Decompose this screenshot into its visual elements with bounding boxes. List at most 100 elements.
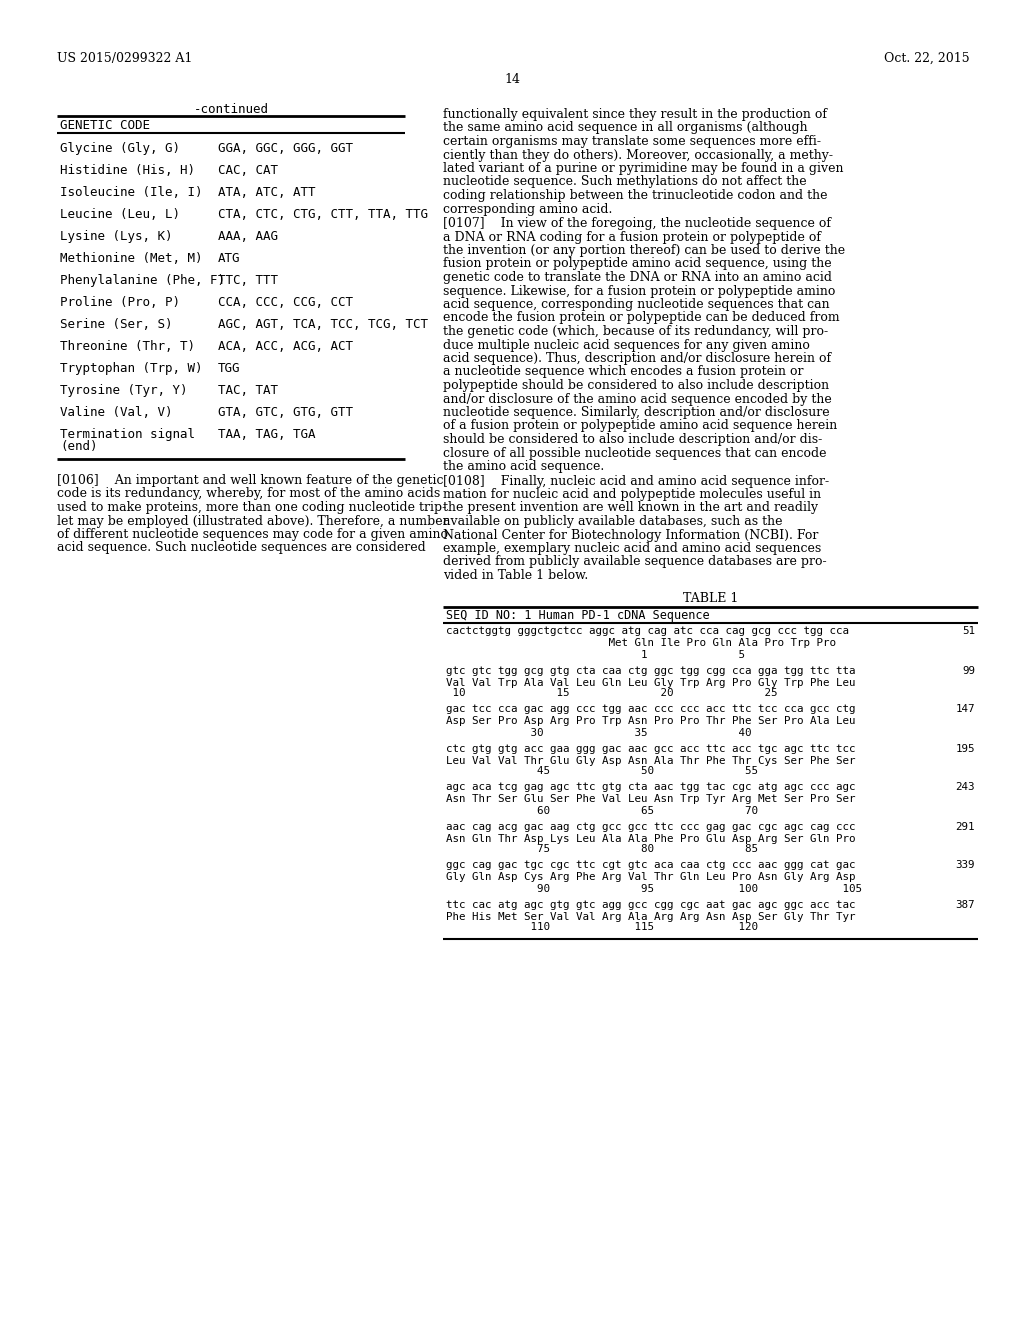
- Text: code is its redundancy, whereby, for most of the amino acids: code is its redundancy, whereby, for mos…: [57, 487, 440, 500]
- Text: Oct. 22, 2015: Oct. 22, 2015: [885, 51, 970, 65]
- Text: sequence. Likewise, for a fusion protein or polypeptide amino: sequence. Likewise, for a fusion protein…: [443, 285, 836, 297]
- Text: polypeptide should be considered to also include description: polypeptide should be considered to also…: [443, 379, 829, 392]
- Text: of different nucleotide sequences may code for a given amino: of different nucleotide sequences may co…: [57, 528, 449, 541]
- Text: acid sequence, corresponding nucleotide sequences that can: acid sequence, corresponding nucleotide …: [443, 298, 829, 312]
- Text: 1              5: 1 5: [446, 649, 745, 660]
- Text: CAC, CAT: CAC, CAT: [218, 164, 278, 177]
- Text: [0108]    Finally, nucleic acid and amino acid sequence infor-: [0108] Finally, nucleic acid and amino a…: [443, 474, 829, 487]
- Text: CTA, CTC, CTG, CTT, TTA, TTG: CTA, CTC, CTG, CTT, TTA, TTG: [218, 209, 428, 220]
- Text: Leu Val Val Thr Glu Gly Asp Asn Ala Thr Phe Thr Cys Ser Phe Ser: Leu Val Val Thr Glu Gly Asp Asn Ala Thr …: [446, 755, 855, 766]
- Text: Tryptophan (Trp, W): Tryptophan (Trp, W): [60, 362, 203, 375]
- Text: 60              65              70: 60 65 70: [446, 805, 758, 816]
- Text: a DNA or RNA coding for a fusion protein or polypeptide of: a DNA or RNA coding for a fusion protein…: [443, 231, 821, 243]
- Text: agc aca tcg gag agc ttc gtg cta aac tgg tac cgc atg agc ccc agc: agc aca tcg gag agc ttc gtg cta aac tgg …: [446, 783, 855, 792]
- Text: Glycine (Gly, G): Glycine (Gly, G): [60, 143, 180, 154]
- Text: the same amino acid sequence in all organisms (although: the same amino acid sequence in all orga…: [443, 121, 808, 135]
- Text: duce multiple nucleic acid sequences for any given amino: duce multiple nucleic acid sequences for…: [443, 338, 810, 351]
- Text: used to make proteins, more than one coding nucleotide trip-: used to make proteins, more than one cod…: [57, 502, 446, 513]
- Text: Histidine (His, H): Histidine (His, H): [60, 164, 195, 177]
- Text: 147: 147: [955, 705, 975, 714]
- Text: [0107]    In view of the foregoing, the nucleotide sequence of: [0107] In view of the foregoing, the nuc…: [443, 216, 831, 230]
- Text: Valine (Val, V): Valine (Val, V): [60, 407, 172, 418]
- Text: derived from publicly available sequence databases are pro-: derived from publicly available sequence…: [443, 556, 826, 569]
- Text: Proline (Pro, P): Proline (Pro, P): [60, 296, 180, 309]
- Text: 30              35              40: 30 35 40: [446, 727, 752, 738]
- Text: Tyrosine (Tyr, Y): Tyrosine (Tyr, Y): [60, 384, 187, 397]
- Text: TAC, TAT: TAC, TAT: [218, 384, 278, 397]
- Text: corresponding amino acid.: corresponding amino acid.: [443, 202, 612, 215]
- Text: Leucine (Leu, L): Leucine (Leu, L): [60, 209, 180, 220]
- Text: vided in Table 1 below.: vided in Table 1 below.: [443, 569, 588, 582]
- Text: Serine (Ser, S): Serine (Ser, S): [60, 318, 172, 331]
- Text: nucleotide sequence. Such methylations do not affect the: nucleotide sequence. Such methylations d…: [443, 176, 807, 189]
- Text: AGC, AGT, TCA, TCC, TCG, TCT: AGC, AGT, TCA, TCC, TCG, TCT: [218, 318, 428, 331]
- Text: acid sequence. Such nucleotide sequences are considered: acid sequence. Such nucleotide sequences…: [57, 541, 426, 554]
- Text: 45              50              55: 45 50 55: [446, 767, 758, 776]
- Text: ATG: ATG: [218, 252, 241, 265]
- Text: 291: 291: [955, 821, 975, 832]
- Text: the invention (or any portion thereof) can be used to derive the: the invention (or any portion thereof) c…: [443, 244, 845, 257]
- Text: (end): (end): [60, 440, 97, 453]
- Text: GGA, GGC, GGG, GGT: GGA, GGC, GGG, GGT: [218, 143, 353, 154]
- Text: Methionine (Met, M): Methionine (Met, M): [60, 252, 203, 265]
- Text: gtc gtc tgg gcg gtg cta caa ctg ggc tgg cgg cca gga tgg ttc tta: gtc gtc tgg gcg gtg cta caa ctg ggc tgg …: [446, 665, 855, 676]
- Text: available on publicly available databases, such as the: available on publicly available database…: [443, 515, 782, 528]
- Text: GTA, GTC, GTG, GTT: GTA, GTC, GTG, GTT: [218, 407, 353, 418]
- Text: SEQ ID NO: 1 Human PD-1 cDNA Sequence: SEQ ID NO: 1 Human PD-1 cDNA Sequence: [446, 610, 710, 623]
- Text: let may be employed (illustrated above). Therefore, a number: let may be employed (illustrated above).…: [57, 515, 449, 528]
- Text: Asn Thr Ser Glu Ser Phe Val Leu Asn Trp Tyr Arg Met Ser Pro Ser: Asn Thr Ser Glu Ser Phe Val Leu Asn Trp …: [446, 795, 855, 804]
- Text: Gly Gln Asp Cys Arg Phe Arg Val Thr Gln Leu Pro Asn Gly Arg Asp: Gly Gln Asp Cys Arg Phe Arg Val Thr Gln …: [446, 873, 855, 883]
- Text: 243: 243: [955, 783, 975, 792]
- Text: TAA, TAG, TGA: TAA, TAG, TGA: [218, 428, 315, 441]
- Text: 10              15              20              25: 10 15 20 25: [446, 689, 777, 698]
- Text: example, exemplary nucleic acid and amino acid sequences: example, exemplary nucleic acid and amin…: [443, 543, 821, 554]
- Text: Met Gln Ile Pro Gln Ala Pro Trp Pro: Met Gln Ile Pro Gln Ala Pro Trp Pro: [446, 639, 836, 648]
- Text: encode the fusion protein or polypeptide can be deduced from: encode the fusion protein or polypeptide…: [443, 312, 840, 325]
- Text: and/or disclosure of the amino acid sequence encoded by the: and/or disclosure of the amino acid sequ…: [443, 392, 831, 405]
- Text: gac tcc cca gac agg ccc tgg aac ccc ccc acc ttc tcc cca gcc ctg: gac tcc cca gac agg ccc tgg aac ccc ccc …: [446, 705, 855, 714]
- Text: coding relationship between the trinucleotide codon and the: coding relationship between the trinucle…: [443, 189, 827, 202]
- Text: 90              95             100             105: 90 95 100 105: [446, 883, 862, 894]
- Text: CCA, CCC, CCG, CCT: CCA, CCC, CCG, CCT: [218, 296, 353, 309]
- Text: fusion protein or polypeptide amino acid sequence, using the: fusion protein or polypeptide amino acid…: [443, 257, 831, 271]
- Text: nucleotide sequence. Similarly, description and/or disclosure: nucleotide sequence. Similarly, descript…: [443, 407, 829, 418]
- Text: Termination signal: Termination signal: [60, 428, 195, 441]
- Text: of a fusion protein or polypeptide amino acid sequence herein: of a fusion protein or polypeptide amino…: [443, 420, 838, 433]
- Text: functionally equivalent since they result in the production of: functionally equivalent since they resul…: [443, 108, 827, 121]
- Text: acid sequence). Thus, description and/or disclosure herein of: acid sequence). Thus, description and/or…: [443, 352, 831, 366]
- Text: 339: 339: [955, 861, 975, 870]
- Text: TGG: TGG: [218, 362, 241, 375]
- Text: genetic code to translate the DNA or RNA into an amino acid: genetic code to translate the DNA or RNA…: [443, 271, 831, 284]
- Text: ACA, ACC, ACG, ACT: ACA, ACC, ACG, ACT: [218, 341, 353, 352]
- Text: AAA, AAG: AAA, AAG: [218, 230, 278, 243]
- Text: TABLE 1: TABLE 1: [683, 593, 738, 606]
- Text: Asp Ser Pro Asp Arg Pro Trp Asn Pro Pro Thr Phe Ser Pro Ala Leu: Asp Ser Pro Asp Arg Pro Trp Asn Pro Pro …: [446, 717, 855, 726]
- Text: aac cag acg gac aag ctg gcc gcc ttc ccc gag gac cgc agc cag ccc: aac cag acg gac aag ctg gcc gcc ttc ccc …: [446, 821, 855, 832]
- Text: Asn Gln Thr Asp Lys Leu Ala Ala Phe Pro Glu Asp Arg Ser Gln Pro: Asn Gln Thr Asp Lys Leu Ala Ala Phe Pro …: [446, 833, 855, 843]
- Text: 387: 387: [955, 899, 975, 909]
- Text: ciently than they do others). Moreover, occasionally, a methy-: ciently than they do others). Moreover, …: [443, 149, 833, 161]
- Text: TTC, TTT: TTC, TTT: [218, 275, 278, 286]
- Text: the present invention are well known in the art and readily: the present invention are well known in …: [443, 502, 818, 515]
- Text: a nucleotide sequence which encodes a fusion protein or: a nucleotide sequence which encodes a fu…: [443, 366, 804, 379]
- Text: ctc gtg gtg acc gaa ggg gac aac gcc acc ttc acc tgc agc ttc tcc: ctc gtg gtg acc gaa ggg gac aac gcc acc …: [446, 743, 855, 754]
- Text: Phe His Met Ser Val Val Arg Ala Arg Arg Asn Asp Ser Gly Thr Tyr: Phe His Met Ser Val Val Arg Ala Arg Arg …: [446, 912, 855, 921]
- Text: Val Val Trp Ala Val Leu Gln Leu Gly Trp Arg Pro Gly Trp Phe Leu: Val Val Trp Ala Val Leu Gln Leu Gly Trp …: [446, 677, 855, 688]
- Text: 75              80              85: 75 80 85: [446, 845, 758, 854]
- Text: closure of all possible nucleotide sequences that can encode: closure of all possible nucleotide seque…: [443, 446, 826, 459]
- Text: 51: 51: [962, 627, 975, 636]
- Text: Lysine (Lys, K): Lysine (Lys, K): [60, 230, 172, 243]
- Text: Threonine (Thr, T): Threonine (Thr, T): [60, 341, 195, 352]
- Text: should be considered to also include description and/or dis-: should be considered to also include des…: [443, 433, 822, 446]
- Text: 195: 195: [955, 743, 975, 754]
- Text: certain organisms may translate some sequences more effi-: certain organisms may translate some seq…: [443, 135, 821, 148]
- Text: 14: 14: [504, 73, 520, 86]
- Text: the genetic code (which, because of its redundancy, will pro-: the genetic code (which, because of its …: [443, 325, 828, 338]
- Text: 110             115             120: 110 115 120: [446, 923, 758, 932]
- Text: GENETIC CODE: GENETIC CODE: [60, 119, 150, 132]
- Text: ggc cag gac tgc cgc ttc cgt gtc aca caa ctg ccc aac ggg cat gac: ggc cag gac tgc cgc ttc cgt gtc aca caa …: [446, 861, 855, 870]
- Text: -continued: -continued: [194, 103, 268, 116]
- Text: US 2015/0299322 A1: US 2015/0299322 A1: [57, 51, 193, 65]
- Text: Isoleucine (Ile, I): Isoleucine (Ile, I): [60, 186, 203, 199]
- Text: ttc cac atg agc gtg gtc agg gcc cgg cgc aat gac agc ggc acc tac: ttc cac atg agc gtg gtc agg gcc cgg cgc …: [446, 899, 855, 909]
